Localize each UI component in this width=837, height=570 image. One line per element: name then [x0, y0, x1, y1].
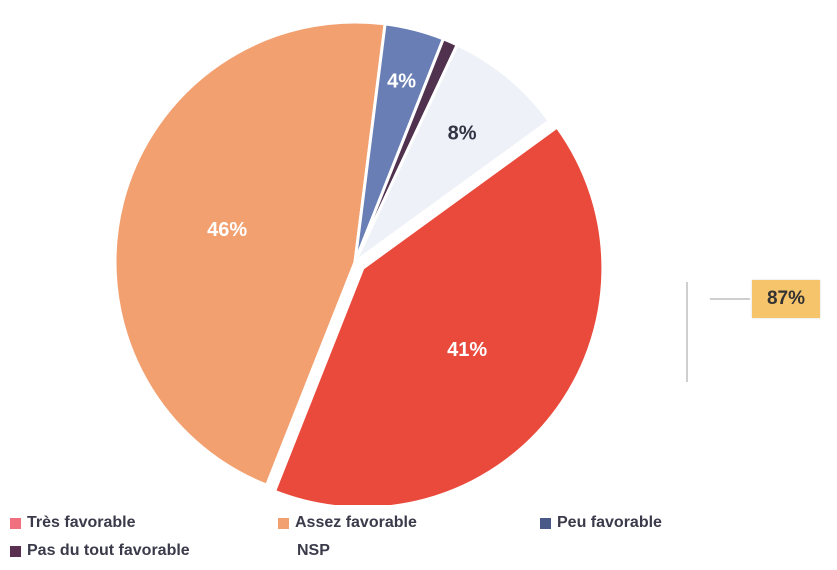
legend-swatch: [10, 517, 21, 529]
legend-item-pas-du-tout-favorable: Pas du tout favorable: [10, 542, 190, 560]
legend-swatch: [278, 517, 289, 529]
legend-swatch: [540, 517, 551, 529]
legend-label: Peu favorable: [557, 514, 662, 531]
slice-value-label: 41%: [447, 339, 487, 361]
pie-slice-assez-favorable: [113, 20, 387, 488]
legend-item-nsp: NSP: [297, 542, 330, 560]
total-bracket-connector: [710, 298, 750, 300]
legend-item-tres-favorable: Très favorable: [10, 514, 136, 532]
slice-value-label: 8%: [448, 123, 477, 145]
total-favorable-badge: 87%: [752, 280, 820, 318]
legend-label: Pas du tout favorable: [27, 542, 190, 559]
legend-swatch: [10, 545, 21, 557]
slice-value-label: 4%: [387, 71, 416, 93]
pie-chart: 41% 46% 4% 8%: [113, 20, 605, 505]
slice-value-label: 46%: [207, 219, 247, 241]
legend-item-assez-favorable: Assez favorable: [278, 514, 417, 532]
chart-legend: Très favorable Assez favorable Peu favor…: [10, 508, 830, 568]
pie-slice-nsp: [353, 42, 552, 264]
legend-label: Assez favorable: [295, 514, 417, 531]
legend-item-peu-favorable: Peu favorable: [540, 514, 662, 532]
legend-label: Très favorable: [27, 514, 136, 531]
total-bracket-line: [686, 282, 688, 382]
legend-label: NSP: [297, 542, 330, 559]
pie-slice-tr-s-favorable: [272, 124, 605, 505]
